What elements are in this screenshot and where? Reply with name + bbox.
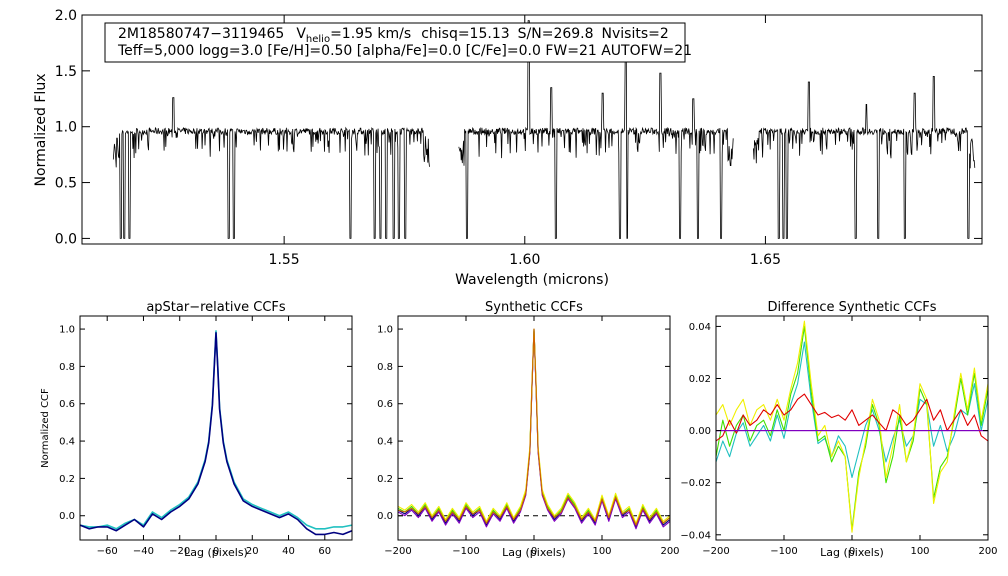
y-tick-label: 0.8 [59, 362, 75, 373]
spectrum-frame [81, 14, 983, 245]
x-tick-label: 200 [660, 546, 679, 557]
series-synth-purple [397, 330, 671, 530]
synthetic-ccf-traces [397, 328, 671, 530]
series-visit-2 [79, 332, 353, 536]
series-synth-green [397, 328, 671, 526]
x-tick-label: 1.55 [269, 252, 300, 268]
star-id: 2M18580747−3119465 [118, 26, 284, 42]
y-tick-label: −0.04 [680, 530, 711, 541]
series-synth-yellow [397, 328, 671, 524]
vhelio-value: =1.95 km/s [330, 26, 411, 42]
apstar-ccf-panel: −60 −40 −20 0 20 40 60 0.0 0.2 0.4 0.6 0.8 1.0 apSta… [40, 300, 353, 559]
y-tick-label: 0.5 [55, 175, 77, 191]
y-tick-label: 0.02 [689, 374, 711, 385]
x-tick-label: 200 [978, 546, 997, 557]
x-tick-label: 60 [318, 546, 331, 557]
y-tick-label: 0.0 [55, 231, 77, 247]
series-observed [112, 20, 976, 239]
y-tick-label: 1.0 [59, 325, 75, 336]
nvisits-value: Nvisits=2 [602, 26, 669, 42]
series-diff-red [715, 393, 989, 442]
x-tick-label: 100 [592, 546, 611, 557]
synthetic-ccf-panel: −200 −100 0 100 200 0.0 0.2 0.4 0.6 0.8 1.0 Synthe… [377, 300, 679, 559]
synthetic-ccf-title: Synthetic CCFs [485, 300, 583, 315]
spectrum-panel: 1.55 1.60 1.65 0.0 0.5 1.0 1.5 2.0 2M18580747−3… [33, 8, 983, 288]
y-tick-label: −0.02 [680, 478, 711, 489]
x-tick-label: −200 [384, 546, 411, 557]
difference-ccf-traces [715, 320, 989, 533]
x-tick-label: −200 [702, 546, 729, 557]
synthetic-ccf-axes: −200 −100 0 100 200 0.0 0.2 0.4 0.6 0.8 1.0 [377, 316, 680, 557]
vhelio-sub: helio [306, 34, 330, 45]
info-line-1: 2M18580747−3119465 Vhelio=1.95 km/s chisq=… [118, 26, 669, 45]
y-tick-label: 2.0 [55, 8, 77, 24]
apstar-ccf-frame [79, 315, 353, 541]
y-tick-label: 0.6 [59, 399, 75, 410]
x-tick-label: −100 [452, 546, 479, 557]
series-synth-blue [397, 328, 671, 528]
synthetic-ccf-xlabel: Lag (pixels) [502, 546, 566, 559]
spectrum-ylabel: Normalized Flux [33, 74, 49, 187]
y-tick-label: 1.5 [55, 64, 77, 80]
y-tick-label: 0.6 [377, 399, 393, 410]
y-tick-label: 0.00 [689, 426, 711, 437]
info-box [104, 22, 686, 63]
apstar-ccf-axes: −60 −40 −20 0 20 40 60 0.0 0.2 0.4 0.6 0.8 1.0 [59, 316, 352, 557]
y-tick-label: 1.0 [55, 120, 77, 136]
series-diff-yellow [715, 320, 989, 533]
spectrum-traces [112, 20, 976, 239]
difference-ccf-title: Difference Synthetic CCFs [767, 300, 936, 315]
x-tick-label: −60 [97, 546, 118, 557]
vhelio-label: V [296, 26, 306, 42]
apstar-ccf-traces [79, 330, 353, 536]
y-tick-label: 0.2 [59, 474, 75, 485]
info-line-2: Teff=5,000 logg=3.0 [Fe/H]=0.50 [alpha/F… [117, 43, 692, 59]
x-tick-label: −40 [133, 546, 154, 557]
y-tick-label: 0.04 [689, 322, 711, 333]
x-tick-label: 1.60 [509, 252, 540, 268]
y-tick-label: 0.4 [377, 437, 393, 448]
chisq-value: chisq=15.13 [421, 26, 509, 42]
x-tick-label: 0 [531, 546, 537, 557]
x-tick-label: −100 [770, 546, 797, 557]
x-tick-label: −20 [169, 546, 190, 557]
series-visit-1 [79, 330, 353, 530]
x-tick-label: 0 [849, 546, 855, 557]
y-tick-label: 0.4 [59, 437, 75, 448]
sn-value: S/N=269.8 [518, 26, 594, 42]
apstar-ccf-xlabel: Lag (pixels) [184, 546, 248, 559]
x-tick-label: 0 [213, 546, 219, 557]
x-tick-label: 20 [246, 546, 259, 557]
x-tick-label: 40 [282, 546, 295, 557]
x-tick-label: 100 [910, 546, 929, 557]
y-tick-label: 0.8 [377, 362, 393, 373]
difference-ccf-axes: −200 −100 0 100 200 −0.04 −0.02 0.00 0.02 0.04 [680, 316, 998, 557]
spectrum-xlabel: Wavelength (microns) [455, 272, 609, 288]
difference-ccf-xlabel: Lag (pixels) [820, 546, 884, 559]
difference-ccf-panel: −200 −100 0 100 200 −0.04 −0.02 0.00 0.02 0.04 Di… [680, 300, 997, 559]
series-diff-teal [715, 341, 989, 479]
y-tick-label: 0.0 [59, 511, 75, 522]
y-tick-label: 0.2 [377, 474, 393, 485]
difference-ccf-frame [715, 315, 989, 541]
spectrum-axes: 1.55 1.60 1.65 0.0 0.5 1.0 1.5 2.0 [55, 8, 982, 268]
apstar-ccf-ylabel: Normalized CCF [40, 388, 51, 468]
y-tick-label: 0.0 [377, 511, 393, 522]
y-tick-label: 1.0 [377, 325, 393, 336]
series-synth-orange [397, 328, 671, 526]
series-diff-green [715, 325, 989, 531]
x-tick-label: 1.65 [750, 252, 781, 268]
apstar-ccf-title: apStar−relative CCFs [146, 300, 286, 315]
